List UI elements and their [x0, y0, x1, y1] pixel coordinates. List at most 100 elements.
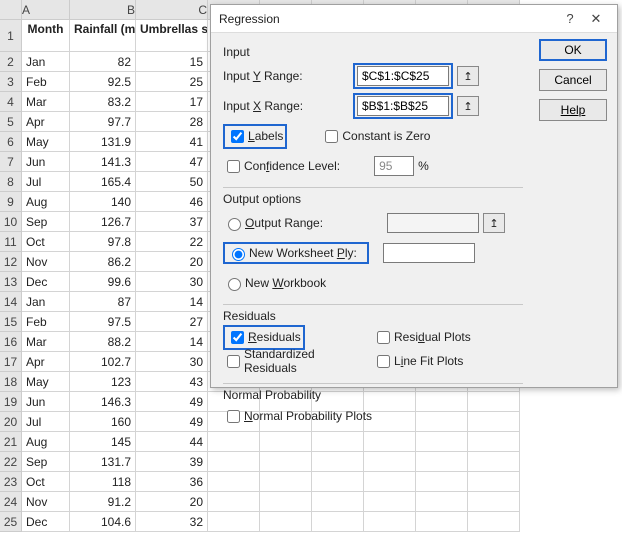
help-button[interactable]: Help [539, 99, 607, 121]
header-umbrellas[interactable]: Umbrellas sold [136, 20, 208, 52]
cell-month[interactable]: May [22, 132, 70, 152]
cell-umbrellas[interactable]: 37 [136, 212, 208, 232]
cell-month[interactable]: Mar [22, 332, 70, 352]
cell-month[interactable]: Nov [22, 252, 70, 272]
row-header[interactable]: 2 [0, 52, 22, 72]
row-header[interactable]: 15 [0, 312, 22, 332]
help-icon[interactable]: ? [557, 11, 583, 26]
cell-rainfall[interactable]: 97.7 [70, 112, 136, 132]
dialog-titlebar[interactable]: Regression ? ✕ [211, 5, 617, 33]
cell-rainfall[interactable]: 140 [70, 192, 136, 212]
cell-rainfall[interactable]: 86.2 [70, 252, 136, 272]
cell-umbrellas[interactable]: 39 [136, 452, 208, 472]
cell-umbrellas[interactable]: 20 [136, 492, 208, 512]
cell-rainfall[interactable]: 126.7 [70, 212, 136, 232]
cell-rainfall[interactable]: 88.2 [70, 332, 136, 352]
cell-rainfall[interactable]: 102.7 [70, 352, 136, 372]
cell-umbrellas[interactable]: 20 [136, 252, 208, 272]
close-icon[interactable]: ✕ [583, 11, 609, 27]
col-header-A[interactable]: A [22, 0, 70, 20]
cell-rainfall[interactable]: 87 [70, 292, 136, 312]
select-all-corner[interactable] [0, 0, 22, 20]
cell-rainfall[interactable]: 91.2 [70, 492, 136, 512]
cell-umbrellas[interactable]: 49 [136, 392, 208, 412]
cell-month[interactable]: Jul [22, 412, 70, 432]
row-header[interactable]: 7 [0, 152, 22, 172]
cell-umbrellas[interactable]: 46 [136, 192, 208, 212]
cell-umbrellas[interactable]: 28 [136, 112, 208, 132]
cell-month[interactable]: Apr [22, 112, 70, 132]
row-header[interactable]: 14 [0, 292, 22, 312]
new-worksheet-radio[interactable] [232, 248, 245, 261]
cell-rainfall[interactable]: 83.2 [70, 92, 136, 112]
cell-month[interactable]: May [22, 372, 70, 392]
row-header[interactable]: 23 [0, 472, 22, 492]
cell-umbrellas[interactable]: 47 [136, 152, 208, 172]
cell-month[interactable]: Nov [22, 492, 70, 512]
confidence-checkbox[interactable] [227, 160, 240, 173]
header-month[interactable]: Month [22, 20, 70, 52]
cell-umbrellas[interactable]: 25 [136, 72, 208, 92]
cell-rainfall[interactable]: 146.3 [70, 392, 136, 412]
row-header[interactable]: 12 [0, 252, 22, 272]
row-header[interactable]: 8 [0, 172, 22, 192]
ref-picker-icon[interactable]: ↥ [457, 96, 479, 116]
line-fit-plots-checkbox[interactable] [377, 355, 390, 368]
input-x-range-field[interactable] [357, 96, 449, 116]
cell-month[interactable]: Jun [22, 152, 70, 172]
row-header[interactable]: 6 [0, 132, 22, 152]
cell-month[interactable]: Jan [22, 292, 70, 312]
cell-month[interactable]: Sep [22, 212, 70, 232]
residuals-checkbox[interactable] [231, 331, 244, 344]
cell-month[interactable]: Jan [22, 52, 70, 72]
row-header[interactable]: 25 [0, 512, 22, 532]
ref-picker-icon[interactable]: ↥ [483, 213, 505, 233]
cell-rainfall[interactable]: 104.6 [70, 512, 136, 532]
cell-rainfall[interactable]: 97.5 [70, 312, 136, 332]
row-header[interactable]: 1 [0, 20, 22, 52]
cell-month[interactable]: Oct [22, 472, 70, 492]
cell-umbrellas[interactable]: 15 [136, 52, 208, 72]
header-rainfall[interactable]: Rainfall (mm) [70, 20, 136, 52]
row-header[interactable]: 5 [0, 112, 22, 132]
cell-umbrellas[interactable]: 14 [136, 292, 208, 312]
cell-month[interactable]: Aug [22, 192, 70, 212]
cell-umbrellas[interactable]: 41 [136, 132, 208, 152]
cell-month[interactable]: Aug [22, 432, 70, 452]
cell-umbrellas[interactable]: 27 [136, 312, 208, 332]
row-header[interactable]: 20 [0, 412, 22, 432]
cell-umbrellas[interactable]: 43 [136, 372, 208, 392]
ref-picker-icon[interactable]: ↥ [457, 66, 479, 86]
cell-rainfall[interactable]: 160 [70, 412, 136, 432]
cell-umbrellas[interactable]: 17 [136, 92, 208, 112]
col-header-C[interactable]: C [136, 0, 208, 20]
cell-month[interactable]: Feb [22, 312, 70, 332]
cell-rainfall[interactable]: 165.4 [70, 172, 136, 192]
cell-umbrellas[interactable]: 36 [136, 472, 208, 492]
row-header[interactable]: 16 [0, 332, 22, 352]
input-y-range-field[interactable] [357, 66, 449, 86]
cell-rainfall[interactable]: 118 [70, 472, 136, 492]
cell-rainfall[interactable]: 131.7 [70, 452, 136, 472]
cell-rainfall[interactable]: 99.6 [70, 272, 136, 292]
ok-button[interactable]: OK [539, 39, 607, 61]
cell-month[interactable]: Dec [22, 512, 70, 532]
cell-month[interactable]: Dec [22, 272, 70, 292]
row-header[interactable]: 24 [0, 492, 22, 512]
cell-month[interactable]: Mar [22, 92, 70, 112]
cell-umbrellas[interactable]: 50 [136, 172, 208, 192]
normal-prob-checkbox[interactable] [227, 410, 240, 423]
cell-rainfall[interactable]: 131.9 [70, 132, 136, 152]
row-header[interactable]: 11 [0, 232, 22, 252]
cell-rainfall[interactable]: 82 [70, 52, 136, 72]
cell-umbrellas[interactable]: 22 [136, 232, 208, 252]
cell-rainfall[interactable]: 123 [70, 372, 136, 392]
row-header[interactable]: 19 [0, 392, 22, 412]
cell-umbrellas[interactable]: 44 [136, 432, 208, 452]
cell-month[interactable]: Feb [22, 72, 70, 92]
row-header[interactable]: 13 [0, 272, 22, 292]
cell-rainfall[interactable]: 145 [70, 432, 136, 452]
cell-umbrellas[interactable]: 49 [136, 412, 208, 432]
row-header[interactable]: 4 [0, 92, 22, 112]
row-header[interactable]: 18 [0, 372, 22, 392]
